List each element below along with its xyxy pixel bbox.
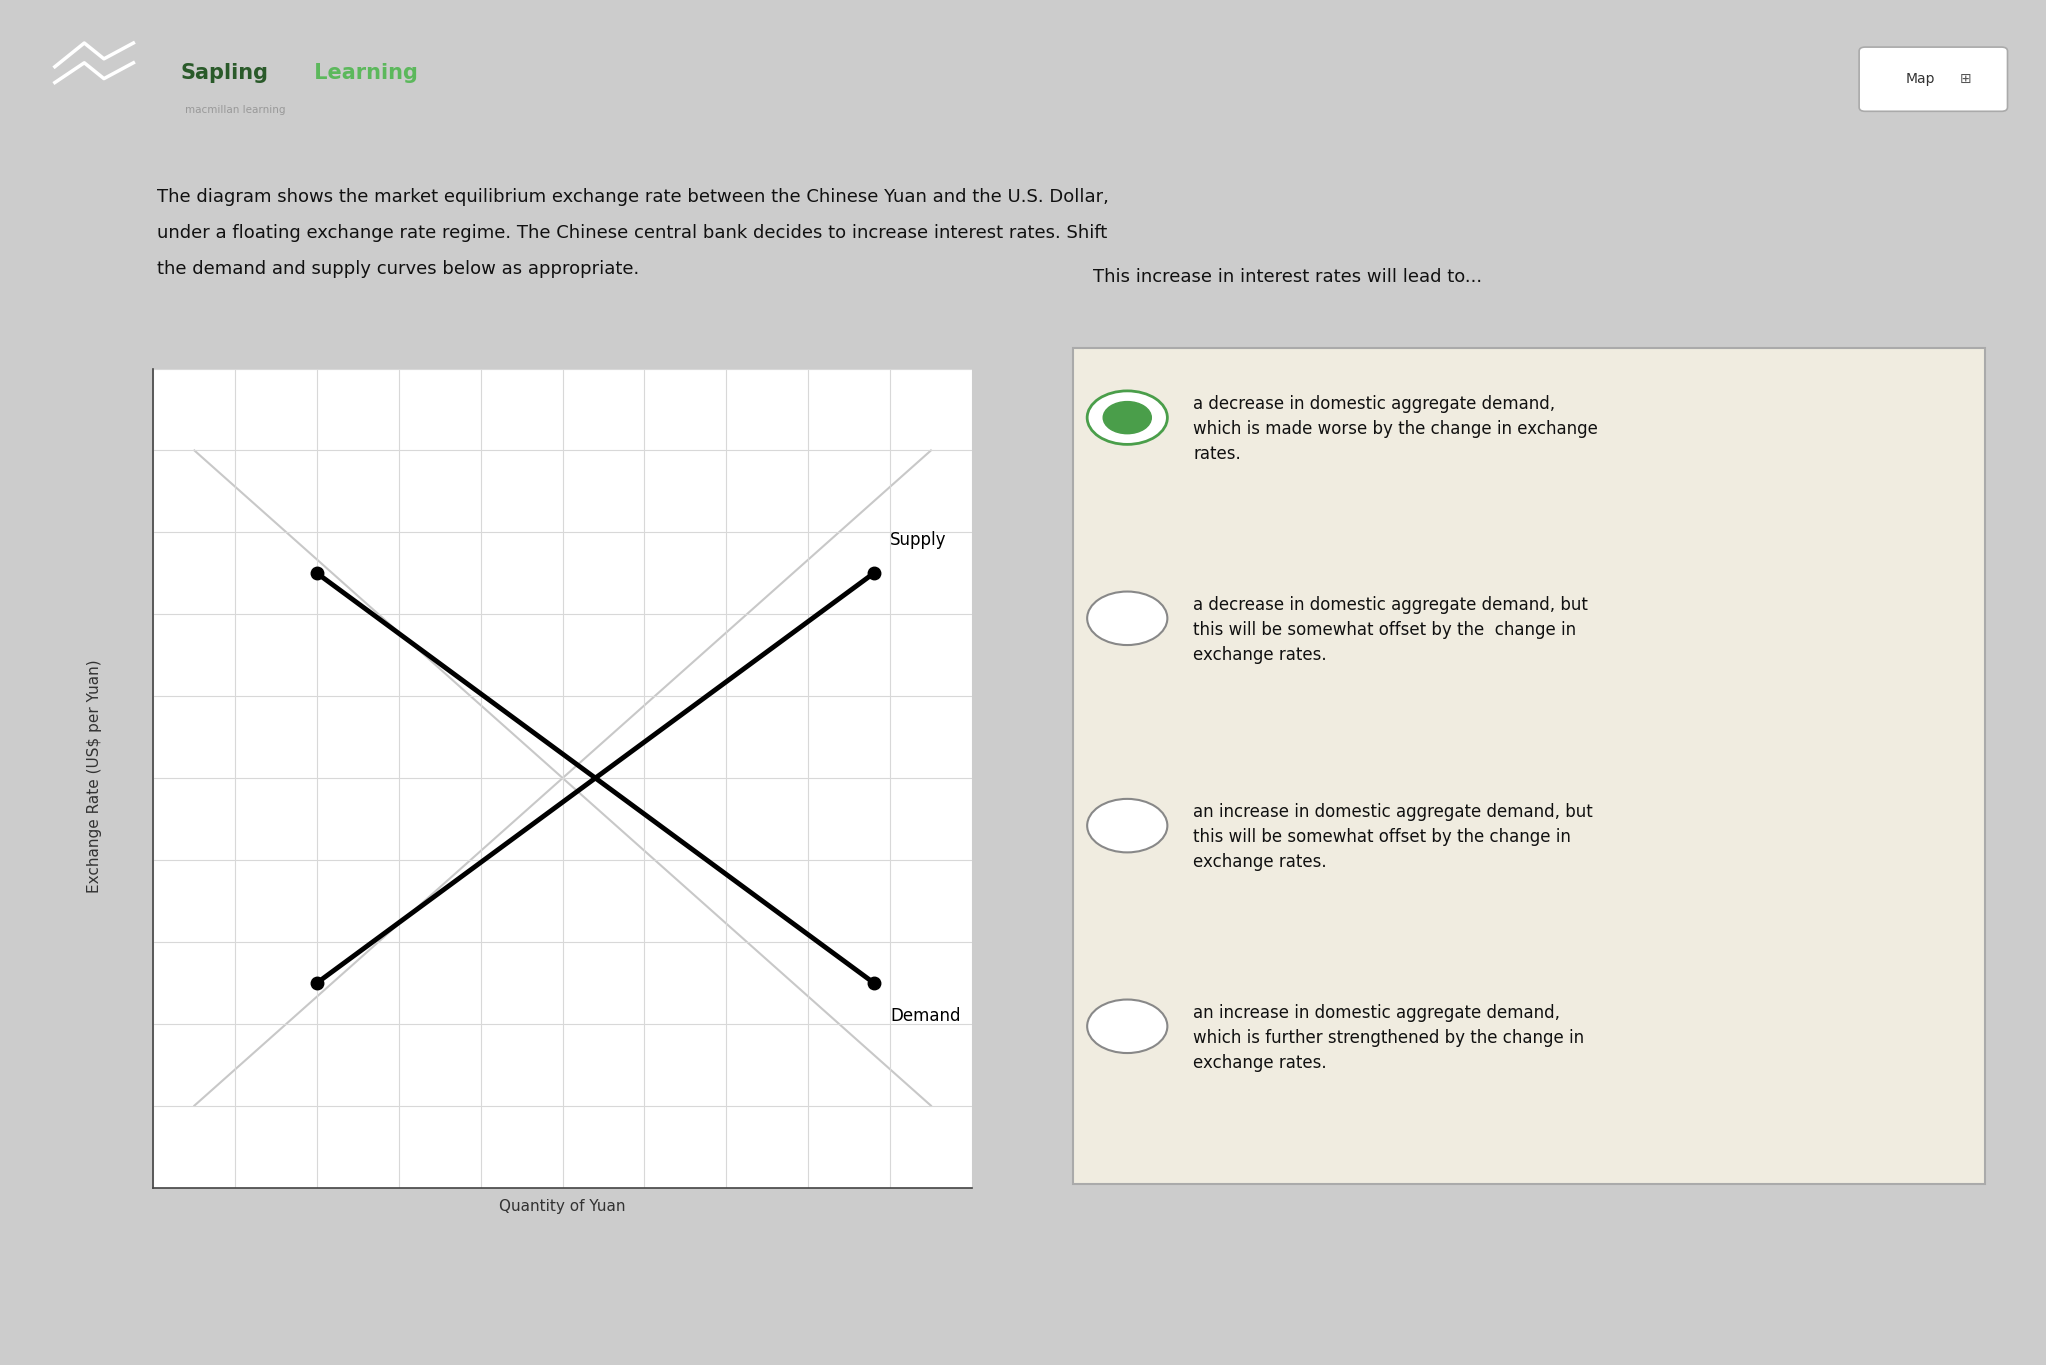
Circle shape — [1103, 401, 1152, 434]
Text: Supply: Supply — [890, 531, 947, 549]
Text: the demand and supply curves below as appropriate.: the demand and supply curves below as ap… — [158, 259, 638, 278]
Circle shape — [1086, 390, 1168, 445]
Circle shape — [1086, 999, 1168, 1052]
Text: an increase in domestic aggregate demand,
which is further strengthened by the c: an increase in domestic aggregate demand… — [1193, 1003, 1584, 1072]
Circle shape — [1086, 591, 1168, 646]
Text: ⊞: ⊞ — [1960, 72, 1970, 86]
Text: Sapling: Sapling — [180, 63, 268, 82]
Circle shape — [1086, 799, 1168, 852]
Text: an increase in domestic aggregate demand, but
this will be somewhat offset by th: an increase in domestic aggregate demand… — [1193, 803, 1594, 871]
Text: The diagram shows the market equilibrium exchange rate between the Chinese Yuan : The diagram shows the market equilibrium… — [158, 187, 1109, 206]
Text: macmillan learning: macmillan learning — [184, 105, 284, 115]
Text: Map: Map — [1905, 72, 1936, 86]
Text: under a floating exchange rate regime. The Chinese central bank decides to incre: under a floating exchange rate regime. T… — [158, 224, 1107, 242]
FancyBboxPatch shape — [1072, 348, 1985, 1183]
Text: Exchange Rate (US$ per Yuan): Exchange Rate (US$ per Yuan) — [88, 659, 102, 893]
Text: Learning: Learning — [307, 63, 417, 82]
FancyBboxPatch shape — [1860, 46, 2007, 112]
Text: This increase in interest rates will lead to...: This increase in interest rates will lea… — [1093, 268, 1481, 285]
Text: a decrease in domestic aggregate demand,
which is made worse by the change in ex: a decrease in domestic aggregate demand,… — [1193, 394, 1598, 463]
X-axis label: Quantity of Yuan: Quantity of Yuan — [499, 1198, 626, 1213]
Text: Demand: Demand — [890, 1007, 960, 1025]
Text: a decrease in domestic aggregate demand, but
this will be somewhat offset by the: a decrease in domestic aggregate demand,… — [1193, 595, 1588, 663]
